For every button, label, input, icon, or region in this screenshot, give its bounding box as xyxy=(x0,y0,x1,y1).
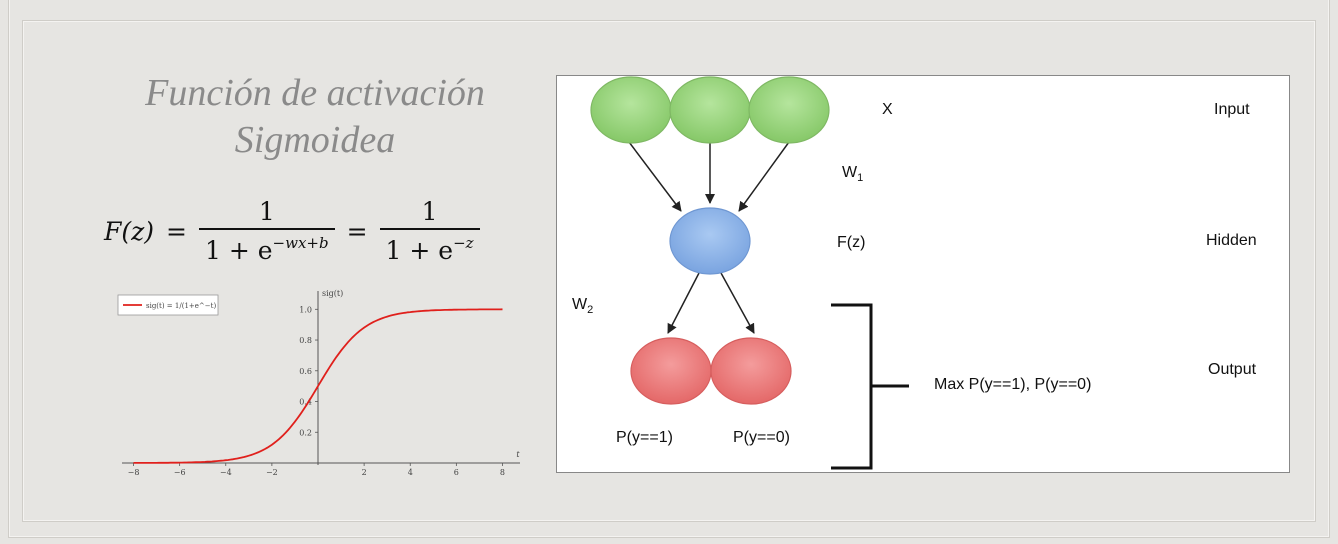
formula-den1-base: 1 + e xyxy=(204,236,273,265)
x-tick-label: 4 xyxy=(408,468,413,475)
x-axis-label: t xyxy=(516,450,520,459)
formula-equals-1: = xyxy=(166,216,187,246)
series-line xyxy=(133,308,503,464)
y-tick-label: 1.0 xyxy=(299,305,312,314)
slide-title: Función de activación Sigmoidea xyxy=(100,70,530,164)
y-tick-label: 0.8 xyxy=(299,336,312,345)
x-tick-label: −6 xyxy=(174,468,186,475)
input-node-3 xyxy=(748,76,830,144)
network-graph xyxy=(590,76,909,470)
label-w2-sub: 2 xyxy=(587,304,594,317)
x-tick-label: −8 xyxy=(128,468,140,475)
slide-title-line-1: Función de activación xyxy=(145,72,485,114)
x-tick-label: −2 xyxy=(266,468,278,475)
formula-den2-base: 1 + e xyxy=(385,236,454,265)
formula-den1-exponent: −wx+b xyxy=(272,234,329,252)
x-tick-label: 6 xyxy=(454,468,459,475)
legend-box xyxy=(117,294,219,316)
label-max: Max P(y==1), P(y==0) xyxy=(934,376,1092,393)
hidden-node xyxy=(669,207,751,275)
label-w1: W1 xyxy=(842,164,863,184)
label-p-y0: P(y==0) xyxy=(733,429,790,446)
label-input: Input xyxy=(1214,101,1250,118)
y-axis-label: sig(t) xyxy=(322,289,343,298)
edge-input1-hidden xyxy=(628,141,682,212)
label-hidden: Hidden xyxy=(1206,232,1257,249)
slide-frame-outer xyxy=(8,0,1330,538)
formula-denominator-1: 1 + e−wx+b xyxy=(198,228,335,265)
edge-hidden-output1 xyxy=(667,272,700,334)
label-fz: F(z) xyxy=(837,234,866,251)
x-tick-label: −4 xyxy=(220,468,232,475)
input-node-2 xyxy=(669,76,751,144)
formula-equals-2: = xyxy=(346,216,368,246)
y-tick-label: 0.4 xyxy=(299,398,312,407)
formula-lhs: F(z) xyxy=(104,216,155,246)
slide-frame-inner xyxy=(22,20,1316,522)
sigmoid-formula: F(z) = 1 1 + e−wx+b = 1 1 + e−z xyxy=(104,192,480,270)
label-output: Output xyxy=(1208,361,1257,378)
edge-hidden-output2 xyxy=(720,272,755,334)
y-tick-label: 0.6 xyxy=(299,367,312,376)
y-tick-label: 0.2 xyxy=(299,428,312,437)
slide-title-line-2: Sigmoidea xyxy=(234,119,396,161)
output-node-1 xyxy=(630,337,712,405)
input-node-1 xyxy=(590,76,672,144)
formula-numerator-1: 1 xyxy=(258,197,275,226)
x-tick-label: 2 xyxy=(362,468,367,475)
label-p-y1: P(y==1) xyxy=(616,429,673,446)
label-x: X xyxy=(882,101,893,118)
label-w2-base: W xyxy=(572,296,588,313)
sigmoid-chart: −8 −6 −4 −2 2 4 6 8 0.2 0.4 0.6 0.8 1.0 t sig(t) sig(t)… xyxy=(117,289,520,475)
label-w1-sub: 1 xyxy=(857,172,864,185)
label-w1-base: W xyxy=(842,164,858,181)
label-w2: W2 xyxy=(572,296,593,316)
output-node-2 xyxy=(710,337,792,405)
output-bracket xyxy=(831,303,909,470)
edge-input3-hidden xyxy=(738,141,790,212)
x-tick-label: 8 xyxy=(500,468,505,475)
neural-network-diagram: X W1 F(z) W2 Input Hidden Output P(y==1)… xyxy=(556,75,1290,473)
formula-fraction-1: 1 1 + e−wx+b xyxy=(198,197,335,265)
formula-denominator-2: 1 + e−z xyxy=(379,228,480,265)
formula-fraction-2: 1 1 + e−z xyxy=(379,197,480,265)
formula-den2-exponent: −z xyxy=(453,234,474,252)
formula-numerator-2: 1 xyxy=(421,197,438,226)
legend-label: sig(t) = 1/(1+e^−t) xyxy=(146,302,216,310)
